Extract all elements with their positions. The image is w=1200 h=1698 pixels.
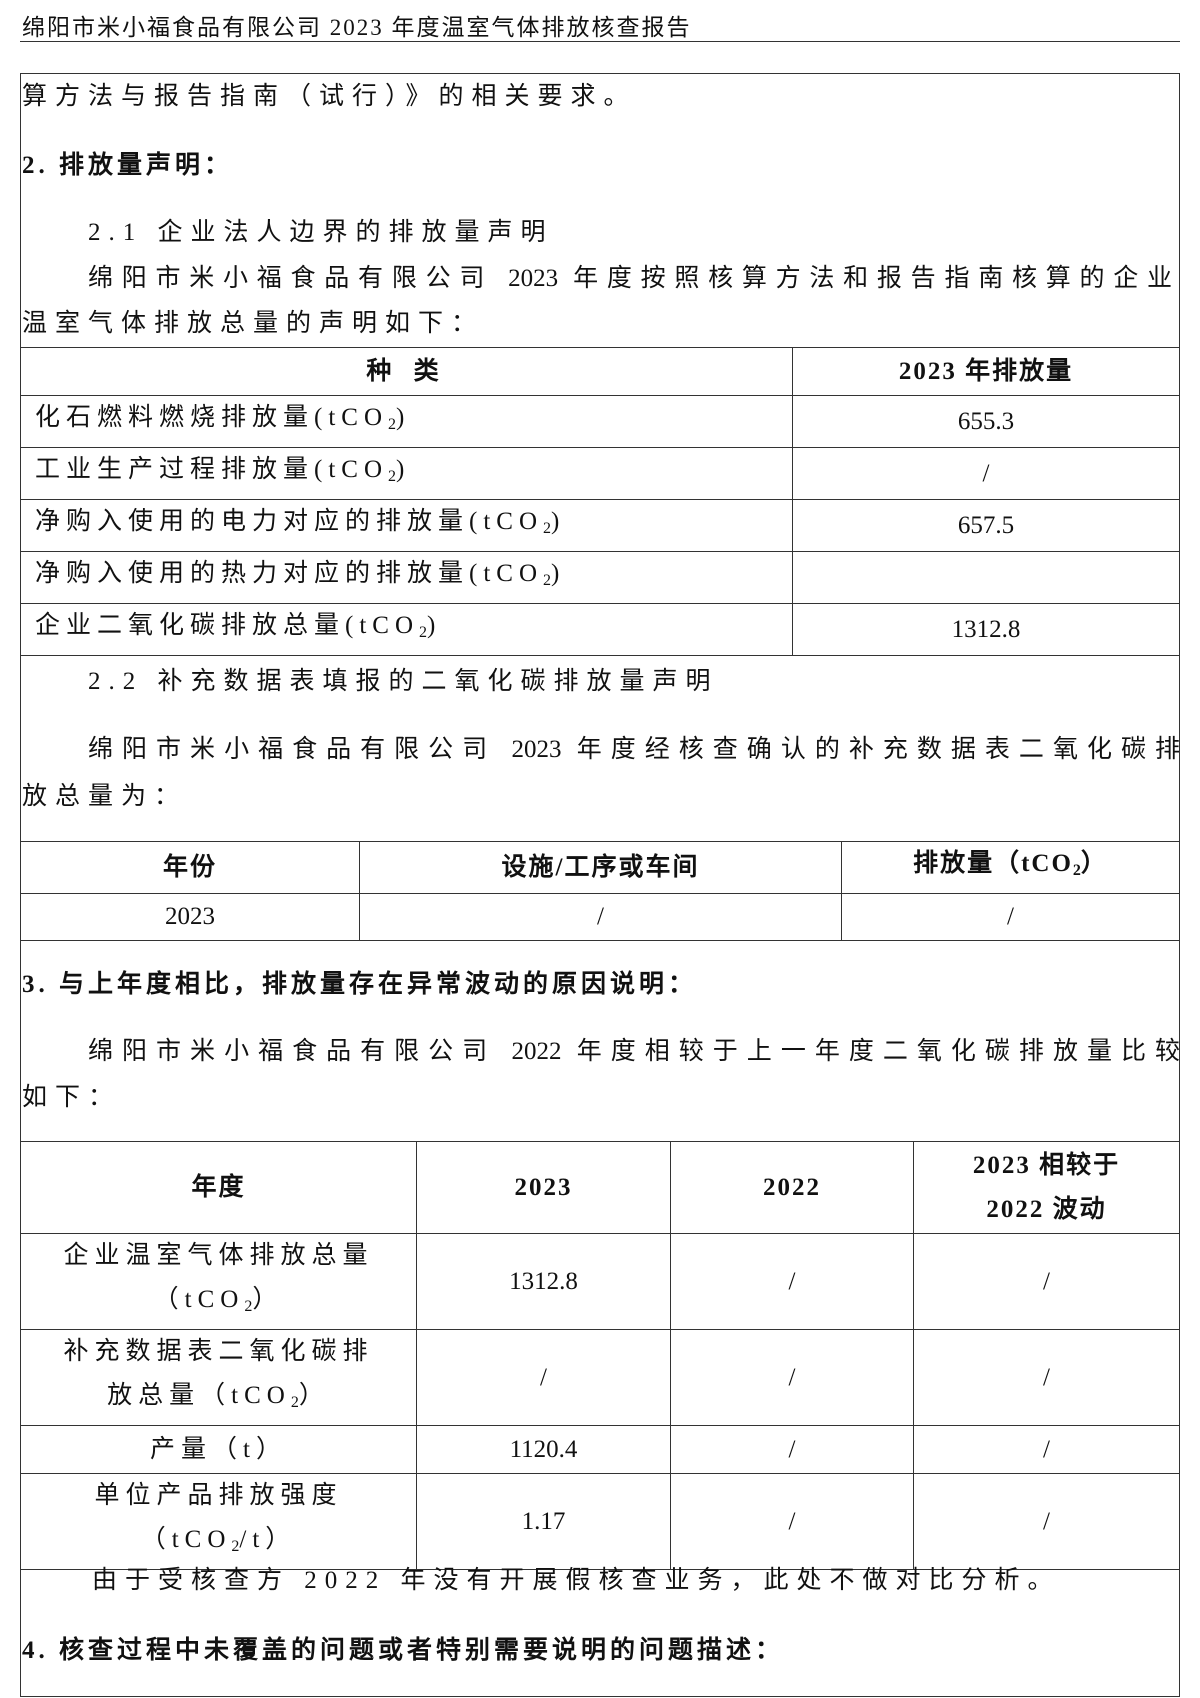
table-header: 排放量（tCO2） — [841, 841, 1180, 894]
table-header: 2023 — [416, 1141, 671, 1234]
section-2-1-para-line1: 绵阳市米小福食品有限公司 2023 年度按照核算方法和报告指南核算的企业 — [88, 265, 1172, 292]
table-cell: / — [913, 1233, 1180, 1330]
table-header: 年份 — [20, 841, 360, 894]
table-cell: / — [670, 1233, 914, 1330]
table-row: 2023 / / — [20, 893, 1180, 941]
section-2-title: 2. 排放量声明： — [22, 152, 234, 179]
table-cell: 1312.8 — [792, 603, 1180, 656]
table-header: 设施/工序或车间 — [359, 841, 842, 894]
section-2-2-para-line1: 绵阳市米小福食品有限公司 2023 年度经核查确认的补充数据表二氧化碳排 — [88, 736, 1180, 763]
table-header: 年度 — [20, 1141, 417, 1234]
table-row: 化石燃料燃烧排放量(tCO2) 655.3 — [20, 395, 1180, 448]
emissions-table: 种 类 2023 年排放量 化石燃料燃烧排放量(tCO2) 655.3 工业生产… — [20, 347, 1180, 656]
table-row: 净购入使用的电力对应的排放量(tCO2) 657.5 — [20, 499, 1180, 552]
table-cell: 1.17 — [416, 1473, 671, 1570]
table-row: 单位产品排放强度 （tCO2/t） 1.17 / / — [20, 1473, 1180, 1570]
continuation-text: 算方法与报告指南（试行）》的相关要求。 — [22, 83, 637, 110]
table-header: 种 类 — [20, 347, 793, 396]
table-cell: 655.3 — [792, 395, 1180, 448]
section-3-para-line1: 绵阳市米小福食品有限公司 2022 年度相较于上一年度二氧化碳排放量比较 — [88, 1038, 1180, 1065]
table-cell: 1312.8 — [416, 1233, 671, 1330]
supplementary-table: 年份 设施/工序或车间 排放量（tCO2） 2023 / / — [20, 841, 1180, 941]
table-header: 2023 年排放量 — [792, 347, 1180, 396]
table-cell: / — [841, 893, 1180, 941]
table-cell: / — [913, 1329, 1180, 1426]
section-3-para-line2: 如下： — [22, 1084, 122, 1111]
table-cell: 1120.4 — [416, 1425, 671, 1474]
running-header: 绵阳市米小福食品有限公司 2023 年度温室气体排放核查报告 — [22, 15, 692, 40]
header-rule — [20, 41, 1180, 42]
table-header: 2022 — [670, 1141, 914, 1234]
section-2-2-para-line2: 放总量为： — [22, 783, 188, 810]
table-cell: / — [670, 1329, 914, 1426]
section-2-1-title: 2.1 企业法人边界的排放量声明 — [88, 219, 554, 246]
table-row: 净购入使用的热力对应的排放量(tCO2) — [20, 551, 1180, 604]
table-cell: / — [670, 1473, 914, 1570]
table-cell: / — [913, 1473, 1180, 1570]
section-3-title: 3. 与上年度相比，排放量存在异常波动的原因说明： — [22, 971, 698, 998]
table-row: 补充数据表二氧化碳排 放总量（tCO2） / / / — [20, 1329, 1180, 1426]
table-cell: 657.5 — [792, 499, 1180, 552]
section-4-title: 4. 核查过程中未覆盖的问题或者特别需要说明的问题描述： — [22, 1637, 785, 1664]
comparison-table: 年度 2023 2022 2023 相较于 2022 波动 企业温室气体排放总量（… — [20, 1141, 1180, 1570]
comparison-note: 由于受核查方 2022 年没有开展假核查业务，此处不做对比分析。 — [92, 1567, 1061, 1594]
section-2-1-para-line2: 温室气体排放总量的声明如下： — [22, 310, 485, 337]
section-2-2-title: 2.2 补充数据表填报的二氧化碳排放量声明 — [88, 668, 719, 695]
table-row: 工业生产过程排放量(tCO2) / — [20, 447, 1180, 500]
table-cell — [792, 551, 1180, 604]
table-cell: / — [792, 447, 1180, 500]
table-cell: / — [913, 1425, 1180, 1474]
table-cell: / — [416, 1329, 671, 1426]
table-cell: / — [670, 1425, 914, 1474]
table-row: 企业温室气体排放总量 （tCO2） 1312.8 / / — [20, 1233, 1180, 1330]
table-header: 2023 相较于 2022 波动 — [913, 1141, 1180, 1234]
table-cell: 2023 — [20, 893, 360, 941]
table-row: 产量（t） 1120.4 / / — [20, 1425, 1180, 1474]
table-cell: / — [359, 893, 842, 941]
table-row: 企业二氧化碳排放总量(tCO2) 1312.8 — [20, 603, 1180, 656]
